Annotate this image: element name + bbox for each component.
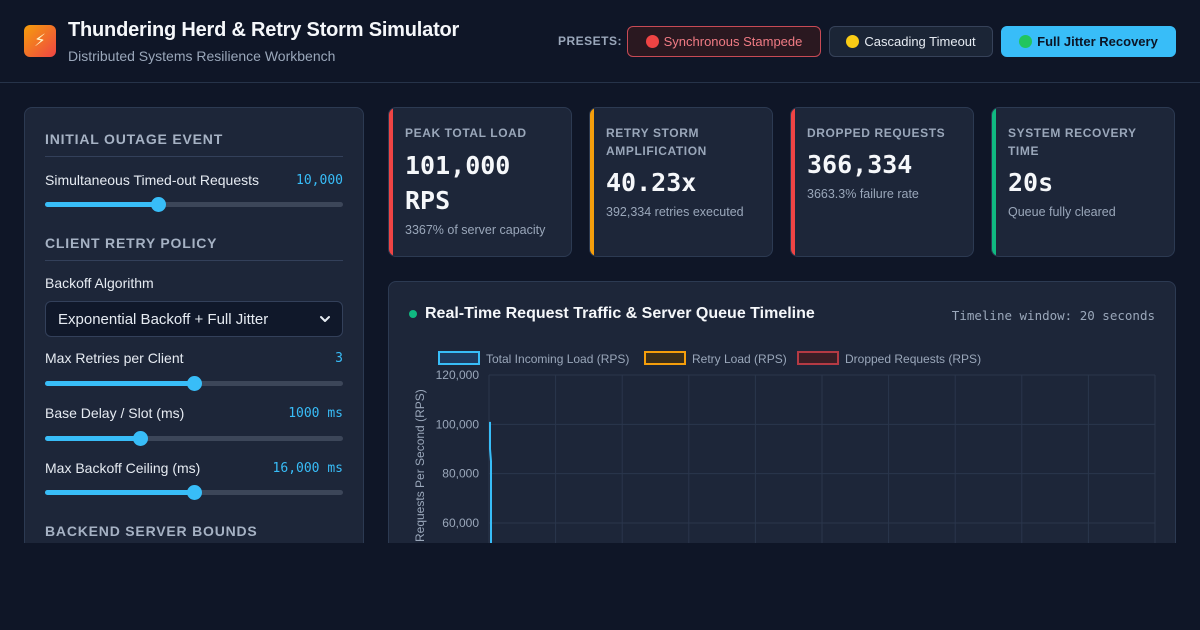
card-value: 20s <box>1008 168 1054 197</box>
card-accent <box>389 108 393 256</box>
legend-item[interactable]: Retry Load (RPS) <box>644 351 787 366</box>
max-retries-slider[interactable] <box>45 376 343 391</box>
slider-fill <box>45 381 194 386</box>
base-delay-value: 1000 ms <box>288 406 343 421</box>
viewport-clip <box>0 543 1200 630</box>
backoff-selected-value: Exponential Backoff + Full Jitter <box>58 310 269 328</box>
card-subtext: Queue fully cleared <box>1008 205 1116 219</box>
legend-label: Total Incoming Load (RPS) <box>486 352 629 366</box>
presets-label: PRESETS: <box>558 34 623 48</box>
base-delay-label: Base Delay / Slot (ms) <box>45 405 185 421</box>
green-circle-icon <box>1019 35 1033 48</box>
card-accent <box>791 108 795 256</box>
kpi-card-recovery-time: SYSTEM RECOVERY TIME 20s Queue fully cle… <box>991 107 1175 257</box>
y-axis-label: Requests Per Second (RPS) <box>413 389 427 542</box>
preset-label: Full Jitter Recovery <box>1037 34 1158 49</box>
live-indicator-dot <box>409 310 417 318</box>
timeline-window-label: Timeline window: 20 seconds <box>951 308 1155 323</box>
requests-value: 10,000 <box>296 173 343 188</box>
kpi-card-retry-amplification: RETRY STORM AMPLIFICATION 40.23x 392,334… <box>589 107 773 257</box>
chart-title: Real-Time Request Traffic & Server Queue… <box>425 305 815 322</box>
series-line-total-load <box>489 421 492 553</box>
traffic-timeline-panel: Real-Time Request Traffic & Server Queue… <box>388 281 1176 571</box>
legend-item[interactable]: Dropped Requests (RPS) <box>797 351 981 366</box>
config-sidebar: INITIAL OUTAGE EVENT Simultaneous Timed-… <box>24 107 364 567</box>
card-label-line: RETRY STORM <box>606 126 700 140</box>
ceiling-label: Max Backoff Ceiling (ms) <box>45 460 201 476</box>
kpi-card-peak-load: PEAK TOTAL LOAD 101,000 RPS 3367% of ser… <box>388 107 572 257</box>
section-title-server-bounds: BACKEND SERVER BOUNDS <box>45 523 258 539</box>
preset-label: Synchronous Stampede <box>663 34 803 49</box>
legend-label: Retry Load (RPS) <box>692 352 787 366</box>
backoff-label: Backoff Algorithm <box>45 275 154 291</box>
kpi-card-dropped-requests: DROPPED REQUESTS 366,334 3663.3% failure… <box>790 107 974 257</box>
preset-label: Cascading Timeout <box>864 34 976 49</box>
card-label: DROPPED REQUESTS <box>807 126 946 140</box>
slider-thumb[interactable] <box>133 431 149 446</box>
card-subtext: 392,334 retries executed <box>606 205 744 219</box>
backoff-algorithm-select[interactable]: Exponential Backoff + Full Jitter <box>45 301 343 337</box>
section-title-outage: INITIAL OUTAGE EVENT <box>45 131 224 147</box>
requests-label: Simultaneous Timed-out Requests <box>45 172 259 188</box>
preset-full-jitter-recovery-button[interactable]: Full Jitter Recovery <box>1001 26 1176 57</box>
slider-fill <box>45 490 194 495</box>
app-title: Thundering Herd & Retry Storm Simulator <box>68 19 460 41</box>
slider-thumb[interactable] <box>187 485 202 500</box>
legend-swatch <box>438 351 480 365</box>
card-label: PEAK TOTAL LOAD <box>405 126 527 140</box>
card-subtext: 3663.3% failure rate <box>807 187 919 201</box>
y-tick-label: 80,000 <box>442 467 479 481</box>
divider <box>45 156 343 157</box>
card-value: 40.23x <box>606 168 697 197</box>
traffic-chart: Total Incoming Load (RPS) Retry Load (RPS… <box>413 351 1156 570</box>
card-value: 366,334 <box>807 150 913 179</box>
slider-thumb[interactable] <box>187 376 202 391</box>
card-label: SYSTEM RECOVERY TIME <box>1008 124 1168 160</box>
card-value-unit: RPS <box>405 186 451 215</box>
preset-synchronous-stampede-button[interactable]: Synchronous Stampede <box>627 26 821 57</box>
legend-item[interactable]: Total Incoming Load (RPS) <box>438 351 629 366</box>
slider-thumb[interactable] <box>151 197 167 212</box>
app-subtitle: Distributed Systems Resilience Workbench <box>68 48 336 64</box>
red-circle-icon <box>645 35 659 48</box>
slider-fill <box>45 436 141 441</box>
base-delay-slider[interactable] <box>45 431 343 446</box>
slider-fill <box>45 202 159 207</box>
ceiling-value: 16,000 ms <box>272 461 343 476</box>
card-label: RETRY STORM AMPLIFICATION <box>606 124 766 160</box>
max-retries-value: 3 <box>335 351 343 366</box>
y-tick-label: 120,000 <box>436 368 480 382</box>
preset-cascading-timeout-button[interactable]: Cascading Timeout <box>829 26 993 57</box>
divider <box>45 260 343 261</box>
legend-swatch <box>644 351 686 365</box>
ceiling-slider[interactable] <box>45 485 343 500</box>
y-tick-label: 100,000 <box>436 417 480 431</box>
card-subtext: 3367% of server capacity <box>405 223 546 237</box>
card-accent <box>992 108 996 256</box>
card-label-line: TIME <box>1008 144 1040 158</box>
legend-label: Dropped Requests (RPS) <box>845 352 981 366</box>
section-title-retry-policy: CLIENT RETRY POLICY <box>45 235 218 251</box>
card-value: 101,000 <box>405 151 511 180</box>
card-label-line: AMPLIFICATION <box>606 144 707 158</box>
y-tick-label: 60,000 <box>442 516 479 530</box>
lightning-icon: ⚡ <box>24 25 56 57</box>
card-label-line: SYSTEM RECOVERY <box>1008 126 1137 140</box>
app-header: ⚡ Thundering Herd & Retry Storm Simulato… <box>0 0 1200 83</box>
requests-slider[interactable] <box>45 197 343 212</box>
yellow-circle-icon <box>846 35 860 48</box>
max-retries-label: Max Retries per Client <box>45 350 184 366</box>
card-accent <box>590 108 594 256</box>
chevron-down-icon <box>320 316 330 322</box>
legend-swatch <box>797 351 839 365</box>
